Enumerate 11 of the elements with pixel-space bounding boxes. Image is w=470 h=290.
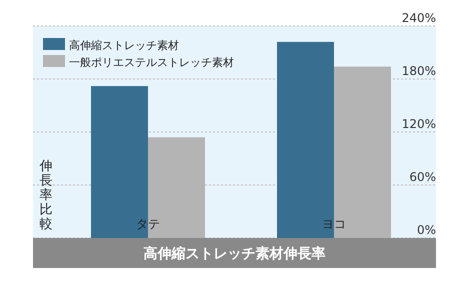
y-tick-label: 60% — [409, 170, 436, 184]
y-tick-label: 240% — [402, 11, 436, 25]
text: 高伸縮ストレッチ素材伸長率 — [144, 245, 326, 262]
legend-label: 一般ポリエステルストレッチ素材 — [69, 56, 234, 69]
y-axis-title: 伸長率比較 — [38, 159, 52, 232]
x-tick-label: ヨコ — [322, 217, 346, 231]
x-tick-label: タテ — [136, 217, 160, 231]
y-tick-label: 180% — [402, 64, 436, 78]
y-tick-label: 0% — [416, 223, 436, 237]
legend-label: 高伸縮ストレッチ素材 — [69, 39, 179, 52]
y-tick-label: 120% — [402, 117, 436, 131]
